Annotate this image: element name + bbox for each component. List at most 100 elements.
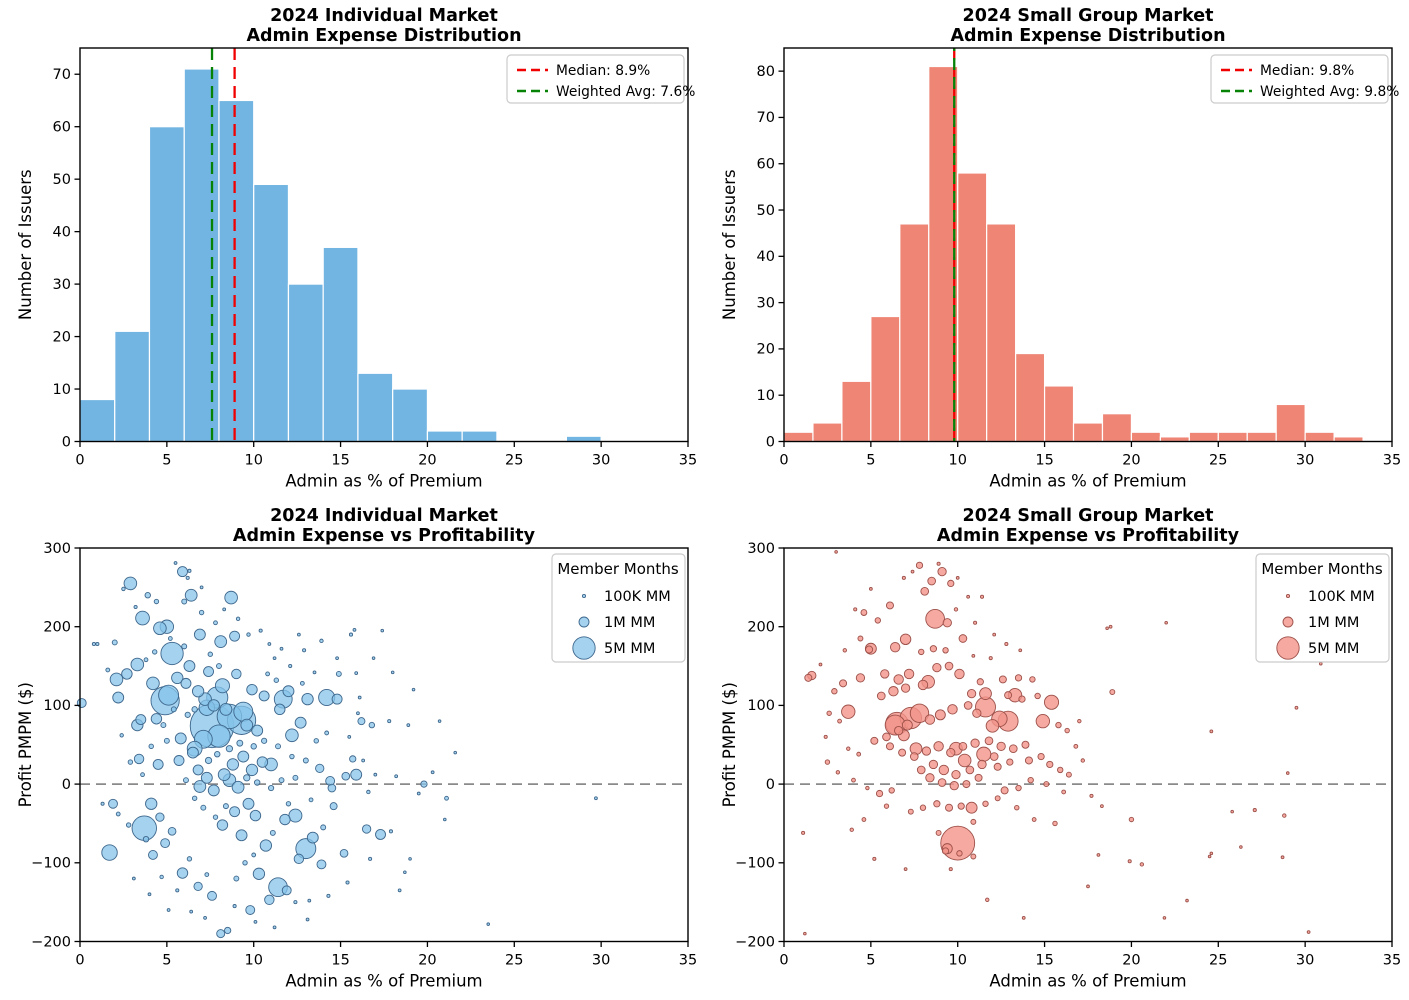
data-point [279,813,291,826]
data-point [348,632,354,637]
data-point [289,753,295,760]
data-point [982,800,989,807]
data-point [948,867,953,872]
histogram-bar [1217,431,1248,443]
data-point [375,829,386,840]
data-point [216,663,222,670]
individual-histogram-chart: 0 5 10 15 20 25 30 35 Admin as % of Premium 0 10 20… [16,6,697,491]
histogram-bar [183,68,220,443]
data-point [953,607,959,612]
data-point [204,756,213,765]
data-point [958,742,968,751]
data-point [437,719,442,723]
data-point [101,844,118,861]
data-point [193,780,207,793]
data-point [315,763,325,773]
title-line-2: Admin Expense Distribution [246,26,521,46]
data-point [200,804,207,811]
data-point [158,684,180,706]
data-point [387,719,392,724]
x-tick-label: 5 [162,953,171,969]
data-point [1004,691,1013,700]
data-point [921,746,932,756]
data-point [973,620,978,625]
legend-label: 1M MM [1308,615,1359,631]
data-point [849,827,854,832]
data-point [281,885,292,896]
data-point [147,892,152,897]
data-point [361,824,372,834]
y-tick-label: −200 [735,934,775,950]
data-point [909,703,930,723]
data-point [855,673,866,683]
x-tick-label: 0 [779,453,788,469]
data-point [307,898,312,903]
data-point [880,669,890,679]
data-point [183,777,189,784]
y-tick-label: 20 [757,342,775,358]
y-tick-label: 70 [53,67,71,83]
data-point [235,829,248,842]
plot-frame [79,47,689,443]
data-point [243,774,251,782]
plot-frame [783,547,1393,943]
data-point [933,741,944,752]
data-point [140,772,145,778]
legend-bubble [1282,616,1294,628]
data-point [1239,845,1243,849]
y-tick-label: −100 [31,856,71,872]
data-point [1319,661,1323,666]
data-point [1014,674,1023,682]
data-point [313,738,319,744]
data-point [1021,740,1030,749]
data-point [258,628,263,633]
data-point [1000,786,1009,795]
data-point [184,711,191,718]
x-tick-label: 35 [679,953,697,969]
axes: 0 5 10 15 20 25 30 35 Admin as % of Premium 0 10 20… [16,6,697,491]
data-point [444,795,449,801]
data-point [297,632,301,637]
data-point [191,795,198,801]
x-tick-label: 25 [1209,953,1227,969]
histogram-bar [1304,431,1335,443]
x-tick-label: 10 [244,453,262,469]
y-tick-label: 100 [43,698,71,714]
data-point [373,772,378,777]
data-point [222,607,227,612]
legend: Median: 8.9% Weighted Avg: 7.6% [506,54,695,104]
data-point [185,575,190,580]
data-point [397,888,402,893]
data-point [885,742,894,751]
data-point [166,908,171,912]
x-axis: 0 5 10 15 20 25 30 35 Admin as % of Premium [779,441,1401,491]
data-point [899,633,912,645]
data-point [144,592,151,599]
data-point [246,683,258,696]
data-point [917,679,929,691]
data-point [941,847,950,855]
data-point [1282,813,1287,818]
data-point [186,856,193,862]
data-point [292,774,299,781]
legend-box [1255,553,1390,663]
data-point [994,795,1001,802]
data-point [176,867,189,879]
data-point [233,701,254,722]
data-point [237,750,250,763]
data-point [831,688,838,695]
data-point [888,686,899,697]
x-axis: 0 5 10 15 20 25 30 35 Admin as % of Premium [75,441,697,491]
data-point [278,777,285,784]
y-tick-label: −200 [31,934,71,950]
data-point [160,838,171,849]
data-point [957,802,965,810]
data-point [856,751,862,757]
data-point [159,874,164,880]
data-point [925,609,945,629]
data-point [934,709,946,721]
data-point [955,576,960,580]
data-point [160,641,184,666]
data-point [1185,898,1189,903]
data-point [170,706,177,713]
